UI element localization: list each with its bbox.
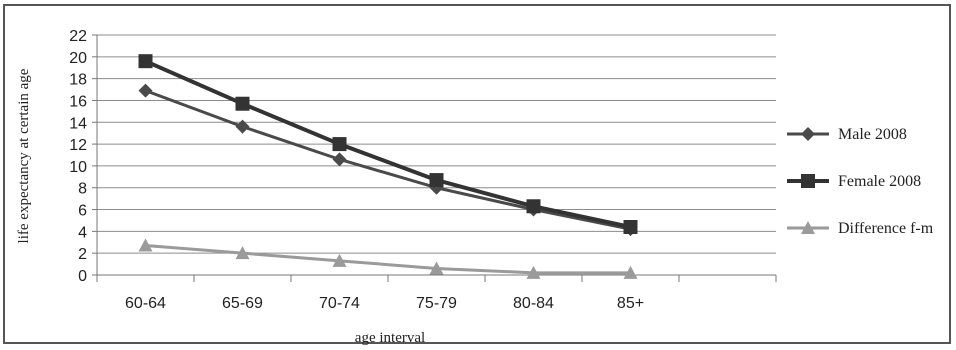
x-tick-label: 60-64 (125, 295, 166, 312)
chart-frame (3, 4, 951, 344)
gridlines (97, 34, 776, 276)
legend-swatch-marker (801, 127, 815, 141)
series-line (144, 59, 631, 229)
y-tick-label: 16 (69, 93, 87, 110)
y-tick-labels: 0 2 4 6 8 10 12 14 16 18 20 22 (69, 28, 87, 285)
data-point (138, 238, 153, 252)
x-tick-label: 65-69 (222, 295, 263, 312)
y-axis-label: life expectancy at certain age (16, 68, 32, 243)
x-tick-label: 85+ (617, 295, 644, 312)
x-tick-label: 75-79 (416, 295, 457, 312)
x-tick-label: 80-84 (513, 295, 554, 312)
legend-swatch-marker (801, 221, 815, 234)
y-tick-label: 0 (78, 268, 87, 285)
data-point (429, 173, 444, 188)
legend-item: Difference f-m (787, 220, 934, 237)
x-tick-labels: 60-64 65-69 70-74 75-79 80-84 85+ (125, 295, 644, 312)
y-tick-label: 20 (69, 50, 87, 67)
legend-label: Male 2008 (838, 126, 907, 143)
data-point (623, 220, 638, 234)
data-point (138, 54, 153, 69)
y-tick-label: 4 (78, 224, 87, 241)
data-point (526, 265, 541, 279)
y-tick-label: 8 (78, 181, 87, 198)
legend-swatch-marker (801, 174, 815, 188)
y-tick-label: 12 (69, 137, 87, 154)
y-tick-label: 18 (69, 72, 87, 89)
data-point (332, 137, 347, 152)
series-line (145, 244, 631, 275)
legend-item: Male 2008 (787, 126, 907, 143)
legend-item: Female 2008 (787, 173, 921, 190)
series-difference-f-m (138, 238, 638, 279)
y-tick-label: 10 (69, 159, 87, 176)
y-tick-label: 2 (78, 246, 87, 263)
data-point (235, 96, 250, 111)
data-point (332, 253, 347, 267)
series-group (138, 54, 638, 279)
legend-label: Difference f-m (838, 220, 934, 237)
x-axis-label: age interval (355, 330, 425, 346)
axes (92, 34, 777, 282)
series-female-2008 (138, 54, 638, 234)
legend: Male 2008 Female 2008 Difference f-m (787, 126, 934, 237)
data-point (526, 199, 541, 214)
y-tick-label: 14 (69, 115, 87, 132)
data-point (623, 265, 638, 279)
y-tick-label: 6 (78, 203, 87, 220)
y-tick-label: 22 (69, 28, 87, 45)
series-line (144, 89, 631, 231)
data-point (429, 261, 444, 275)
legend-label: Female 2008 (838, 173, 921, 190)
data-point (332, 152, 347, 167)
data-point (138, 83, 153, 98)
data-point (235, 119, 250, 134)
x-tick-label: 70-74 (319, 295, 360, 312)
data-point (235, 246, 250, 260)
